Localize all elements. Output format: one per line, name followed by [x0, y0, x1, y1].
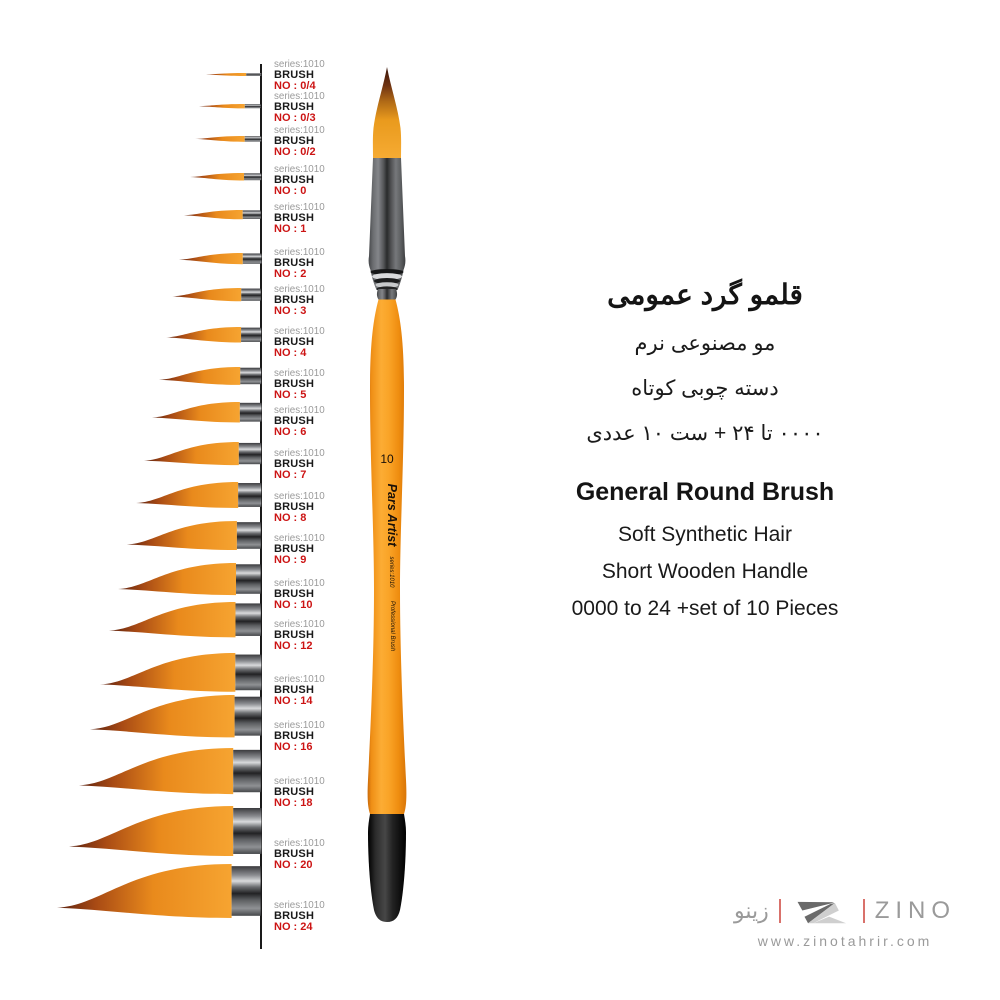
- svg-text:series:1010: series:1010: [388, 556, 394, 588]
- svg-text:10: 10: [380, 452, 394, 466]
- svg-text:Professional Brush: Professional Brush: [389, 601, 395, 652]
- svg-text:Pars Artist: Pars Artist: [385, 484, 399, 548]
